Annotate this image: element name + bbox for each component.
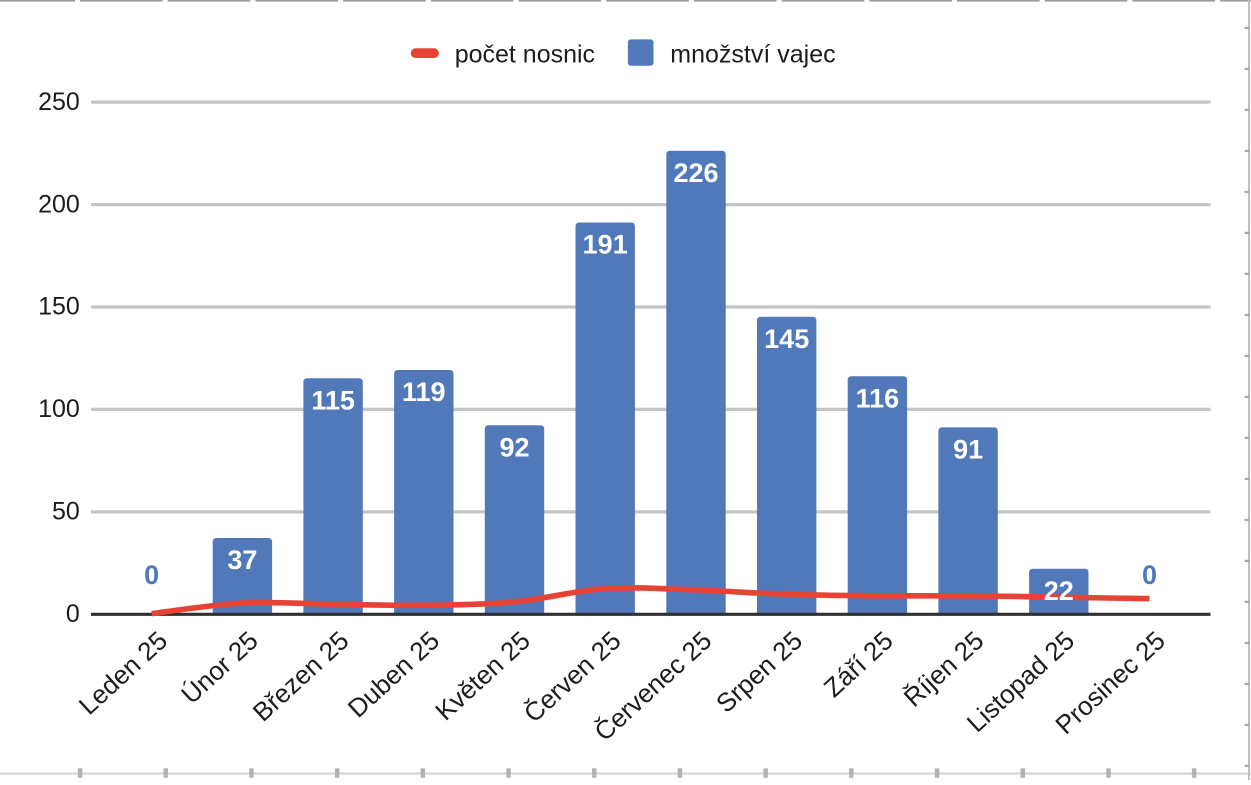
svg-text:92: 92 bbox=[499, 432, 529, 462]
svg-text:116: 116 bbox=[856, 383, 900, 413]
svg-text:množství vajec: množství vajec bbox=[670, 40, 835, 68]
svg-text:50: 50 bbox=[52, 498, 80, 526]
svg-text:37: 37 bbox=[227, 545, 257, 575]
svg-text:145: 145 bbox=[764, 324, 809, 354]
svg-text:22: 22 bbox=[1044, 576, 1074, 606]
svg-text:počet nosnic: počet nosnic bbox=[455, 40, 595, 68]
svg-text:250: 250 bbox=[38, 88, 80, 116]
svg-text:200: 200 bbox=[38, 190, 80, 218]
svg-text:100: 100 bbox=[38, 395, 80, 423]
svg-text:0: 0 bbox=[1142, 560, 1157, 590]
svg-text:91: 91 bbox=[953, 435, 983, 465]
svg-text:150: 150 bbox=[38, 293, 80, 321]
svg-text:226: 226 bbox=[673, 158, 718, 188]
svg-text:119: 119 bbox=[402, 377, 446, 407]
svg-text:191: 191 bbox=[583, 230, 628, 260]
svg-text:115: 115 bbox=[311, 385, 355, 415]
svg-text:0: 0 bbox=[144, 560, 159, 590]
svg-text:0: 0 bbox=[66, 600, 80, 628]
